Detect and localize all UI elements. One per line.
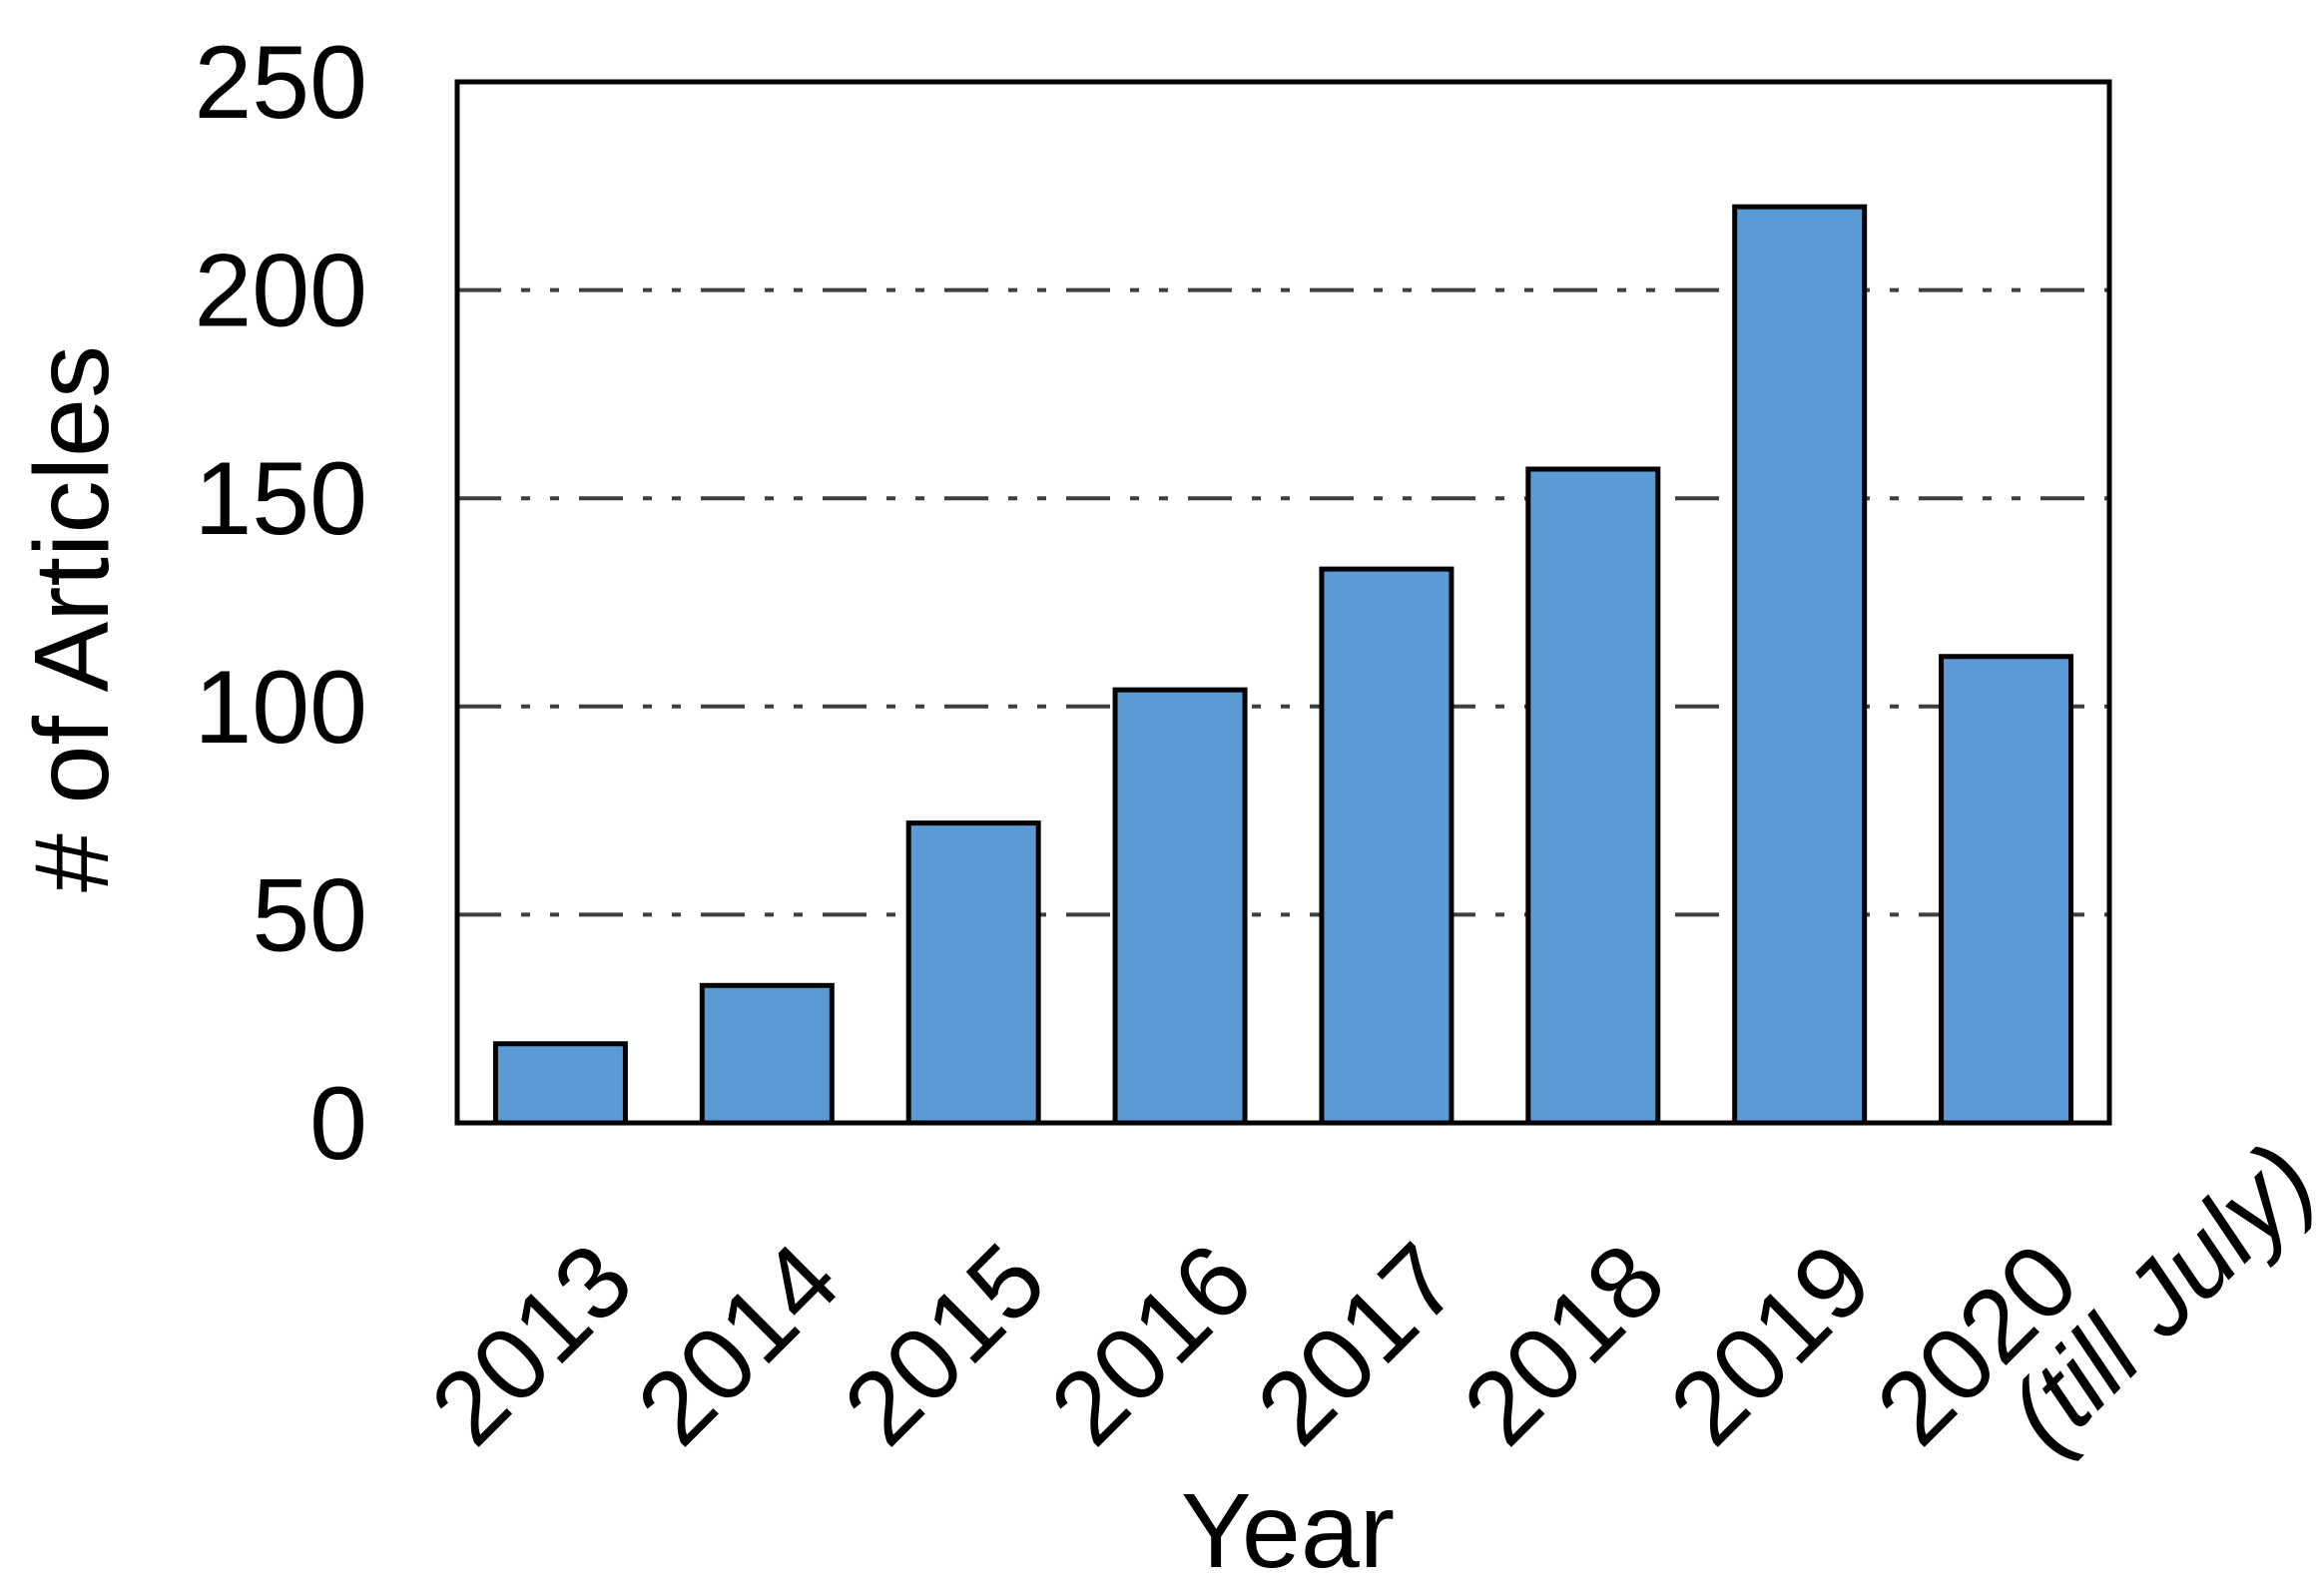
y-tick-label-200: 200 <box>194 234 367 349</box>
x-tick-label-2015: 2015 <box>823 1222 1068 1467</box>
bar-2016 <box>1112 687 1248 1126</box>
y-axis-title: # of Articles <box>13 345 131 892</box>
bar-2019 <box>1732 204 1868 1126</box>
x-tick-label-2014: 2014 <box>616 1222 862 1467</box>
bar-2014 <box>699 982 835 1126</box>
y-tick-labels: 0 50 100 150 200 250 <box>194 25 367 1182</box>
plot-frame-layer <box>454 79 2112 1126</box>
bar-2015 <box>905 820 1041 1126</box>
x-tick-label-2017: 2017 <box>1236 1222 1481 1467</box>
y-tick-label-250: 250 <box>194 25 367 141</box>
bar-2020 <box>1939 654 2074 1126</box>
y-tick-label-150: 150 <box>194 441 367 557</box>
x-tick-label-2019: 2019 <box>1648 1222 1894 1467</box>
y-tick-label-0: 0 <box>309 1066 367 1182</box>
x-axis-title: Year <box>1181 1472 1395 1590</box>
y-tick-label-100: 100 <box>194 650 367 766</box>
x-tick-label-2016: 2016 <box>1029 1222 1275 1467</box>
bars-layer <box>492 204 2074 1126</box>
x-tick-label-2013: 2013 <box>409 1222 655 1467</box>
y-tick-label-50: 50 <box>252 857 367 973</box>
bar-2017 <box>1319 566 1454 1126</box>
plot-frame <box>454 79 2112 1126</box>
bar-2013 <box>492 1041 628 1126</box>
bar-2018 <box>1525 466 1661 1126</box>
x-tick-label-2018: 2018 <box>1442 1222 1687 1467</box>
